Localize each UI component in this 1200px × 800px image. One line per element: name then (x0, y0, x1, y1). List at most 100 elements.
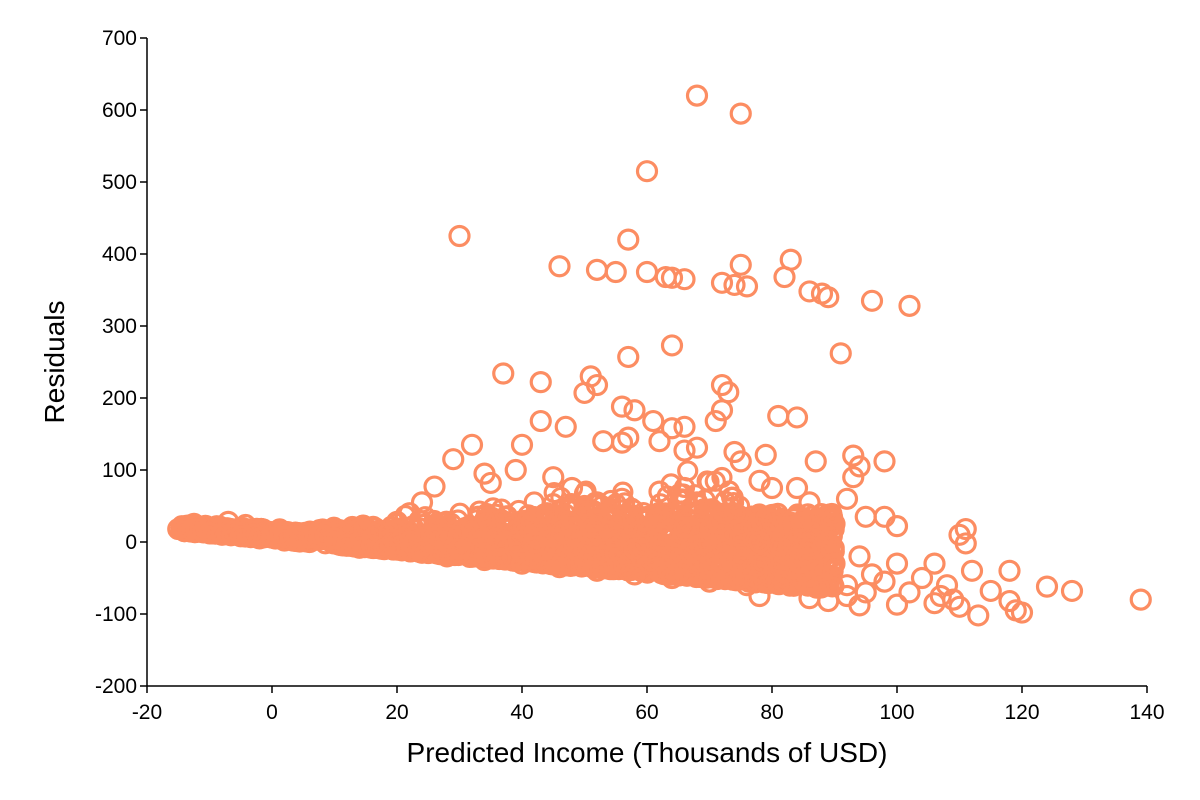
data-point (410, 541, 434, 564)
data-point (385, 510, 409, 533)
cluster-point (659, 518, 681, 540)
data-point (542, 466, 565, 489)
data-point (598, 520, 621, 543)
data-point (673, 516, 696, 539)
data-point (823, 552, 846, 575)
y-tick-label: 100 (102, 459, 137, 482)
data-point (948, 595, 971, 618)
data-point (954, 532, 977, 555)
data-point (592, 430, 615, 453)
data-point (585, 559, 609, 582)
data-point (473, 548, 496, 572)
x-tick-label: 60 (635, 701, 658, 724)
data-point (773, 265, 796, 289)
data-point (610, 395, 634, 418)
y-tick-label: -100 (95, 603, 137, 626)
cluster-point (722, 492, 745, 514)
data-point (923, 552, 946, 575)
data-point (617, 426, 640, 449)
data-point (710, 373, 734, 397)
data-point (873, 570, 896, 593)
x-tick-label: 0 (266, 701, 278, 724)
data-point (617, 228, 640, 251)
cluster-point (559, 555, 582, 578)
data-point (898, 294, 921, 317)
cluster-point (677, 460, 699, 482)
cluster-point (790, 511, 812, 533)
y-tick-label: 0 (125, 531, 137, 554)
data-point (998, 559, 1021, 582)
data-point (617, 345, 640, 369)
data-point (1060, 579, 1084, 603)
data-point (842, 466, 865, 489)
data-point (673, 415, 696, 438)
data-point (573, 494, 596, 518)
cluster-point (587, 517, 609, 539)
cluster-point (671, 488, 693, 510)
data-point (710, 271, 734, 294)
data-point (248, 527, 271, 550)
cluster-point (779, 558, 801, 580)
data-point (729, 253, 752, 276)
cluster-point (525, 514, 547, 536)
data-point (848, 545, 871, 568)
data-point (560, 516, 584, 539)
data-point (967, 604, 990, 627)
data-point (979, 579, 1002, 603)
cluster-point (767, 551, 789, 573)
data-point (335, 533, 359, 556)
data-point (635, 260, 659, 284)
data-point (460, 433, 484, 456)
data-point (423, 475, 446, 498)
data-point (810, 559, 834, 582)
data-point (704, 409, 727, 433)
data-point (735, 275, 759, 298)
data-point (560, 476, 584, 500)
data-point (510, 552, 534, 575)
data-point (460, 516, 484, 539)
cluster-point (426, 525, 448, 547)
y-tick-label: -200 (95, 675, 137, 698)
data-point (198, 522, 221, 545)
y-tick-label: 600 (102, 99, 137, 122)
y-tick-label: 700 (102, 27, 137, 50)
cluster-point (413, 528, 435, 550)
data-point (723, 273, 746, 297)
data-point (498, 512, 521, 536)
data-point (642, 409, 665, 433)
cluster-point (612, 504, 634, 526)
data-point (673, 268, 696, 291)
data-point (910, 566, 934, 590)
cluster-point (712, 537, 734, 560)
data-point (485, 534, 509, 557)
data-point (348, 536, 371, 559)
data-point (785, 406, 809, 429)
data-point (535, 502, 559, 525)
data-point (504, 458, 527, 482)
data-point (729, 102, 752, 125)
data-point (785, 476, 809, 500)
data-point (310, 523, 334, 546)
cluster-point (648, 506, 670, 529)
cluster-point (711, 552, 733, 574)
data-point (610, 431, 634, 454)
data-point (442, 448, 465, 471)
data-point (648, 430, 671, 453)
cluster-point (583, 546, 605, 568)
data-point (623, 399, 646, 422)
data-point (698, 570, 721, 593)
data-point (835, 487, 859, 510)
data-point (760, 476, 784, 500)
data-point (1035, 575, 1059, 598)
cluster-point (812, 576, 834, 598)
data-point (660, 417, 684, 440)
x-axis-ticks: -20 0 20 40 60 80 100 120 140 (132, 686, 1165, 724)
data-point (660, 266, 684, 289)
data-point (748, 584, 771, 608)
data-point (660, 566, 684, 590)
y-axis-ticks: -200 -100 0 100 200 300 400 500 600 700 (95, 27, 147, 698)
data-point (448, 538, 471, 561)
cluster-point (489, 547, 511, 569)
data-point (635, 160, 659, 183)
x-axis-title: Predicted Income (Thousands of USD) (407, 737, 888, 768)
